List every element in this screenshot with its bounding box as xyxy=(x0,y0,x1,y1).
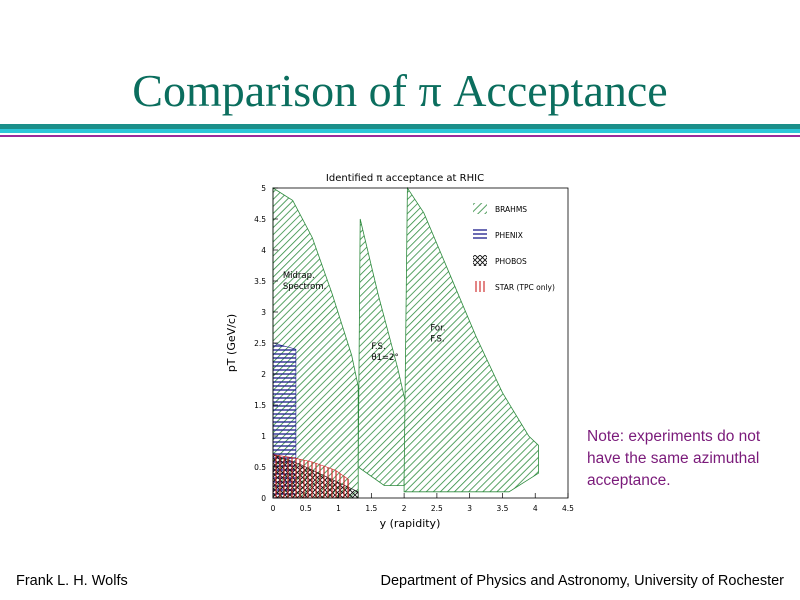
footer-affiliation: Department of Physics and Astronomy, Uni… xyxy=(380,573,784,589)
x-tick-label-9: 4.5 xyxy=(562,504,574,513)
legend-label-brahms: BRAHMS xyxy=(495,205,527,214)
annotation-0-line-0: Midrap. xyxy=(283,271,315,281)
legend-swatch-phenix xyxy=(473,229,487,240)
x-tick-label-0: 0 xyxy=(271,504,276,513)
x-tick-label-1: 0.5 xyxy=(300,504,312,513)
y-tick-label-1: 0.5 xyxy=(254,463,266,472)
x-tick-layer: 0 0.5 1 1.5 2 2.5 3 3.5 4 4.5 xyxy=(271,493,574,513)
chart-title: Identified π acceptance at RHIC xyxy=(326,173,484,184)
x-tick-label-7: 3.5 xyxy=(496,504,508,513)
y-tick-label-7: 3.5 xyxy=(254,277,266,286)
footer-author: Frank L. H. Wolfs xyxy=(16,573,128,589)
annotation-0-line-1: Spectrom. xyxy=(283,282,327,292)
title-rule-cyan xyxy=(0,129,800,133)
x-tick-label-6: 3 xyxy=(467,504,472,513)
x-tick-label-5: 2.5 xyxy=(431,504,443,513)
annotation-2: For. F.S. xyxy=(430,324,445,345)
title-rule-purple xyxy=(0,135,800,137)
annotation-1-line-0: F.S. xyxy=(371,342,385,352)
y-tick-label-10: 5 xyxy=(261,184,266,193)
y-tick-layer: 0 0.5 1 1.5 2 2.5 3 3.5 4 4.5 5 xyxy=(254,184,278,503)
title-rule-teal xyxy=(0,124,800,129)
legend-swatch-star xyxy=(473,281,487,292)
y-tick-label-3: 1.5 xyxy=(254,401,266,410)
series-layer xyxy=(272,186,539,499)
legend-label-phobos: PHOBOS xyxy=(495,257,527,266)
azimuthal-note: Note: experiments do not have the same a… xyxy=(587,428,761,489)
y-tick-label-6: 3 xyxy=(261,308,266,317)
annotation-1: F.S. θ1=2° xyxy=(371,342,398,363)
y-tick-label-0: 0 xyxy=(261,494,266,503)
series-brahms-2 xyxy=(403,186,539,493)
y-tick-label-9: 4.5 xyxy=(254,215,266,224)
chart-legend: BRAHMS PHENIX PHOBOS STAR (TPC only) xyxy=(473,203,555,292)
y-tick-label-2: 1 xyxy=(261,432,266,441)
slide-title: Comparison of π Acceptance xyxy=(132,65,668,116)
legend-swatch-brahms xyxy=(473,203,487,214)
y-tick-label-4: 2 xyxy=(261,370,266,379)
series-star-5 xyxy=(272,454,349,499)
annotation-2-line-0: For. xyxy=(430,324,445,334)
acceptance-chart-svg: Identified π acceptance at RHIC Midrap. S… xyxy=(225,173,574,530)
y-tick-label-8: 4 xyxy=(261,246,266,255)
annotation-layer: Midrap. Spectrom.F.S. θ1=2°For. F.S. xyxy=(283,271,446,363)
x-axis-label: y (rapidity) xyxy=(380,517,441,530)
annotation-0: Midrap. Spectrom. xyxy=(283,271,327,292)
x-tick-label-4: 2 xyxy=(402,504,407,513)
x-tick-label-2: 1 xyxy=(336,504,341,513)
annotation-1-line-1: θ1=2° xyxy=(371,353,398,363)
x-tick-label-8: 4 xyxy=(533,504,538,513)
legend-label-star: STAR (TPC only) xyxy=(495,283,555,292)
series-brahms-1 xyxy=(357,218,407,487)
acceptance-chart: Identified π acceptance at RHIC Midrap. S… xyxy=(215,165,580,540)
legend-swatch-phobos xyxy=(473,255,487,266)
x-tick-label-3: 1.5 xyxy=(365,504,377,513)
legend-label-phenix: PHENIX xyxy=(495,231,523,240)
annotation-2-line-1: F.S. xyxy=(430,335,444,345)
y-tick-label-5: 2.5 xyxy=(254,339,266,348)
y-axis-label: pT (GeV/c) xyxy=(225,314,238,372)
